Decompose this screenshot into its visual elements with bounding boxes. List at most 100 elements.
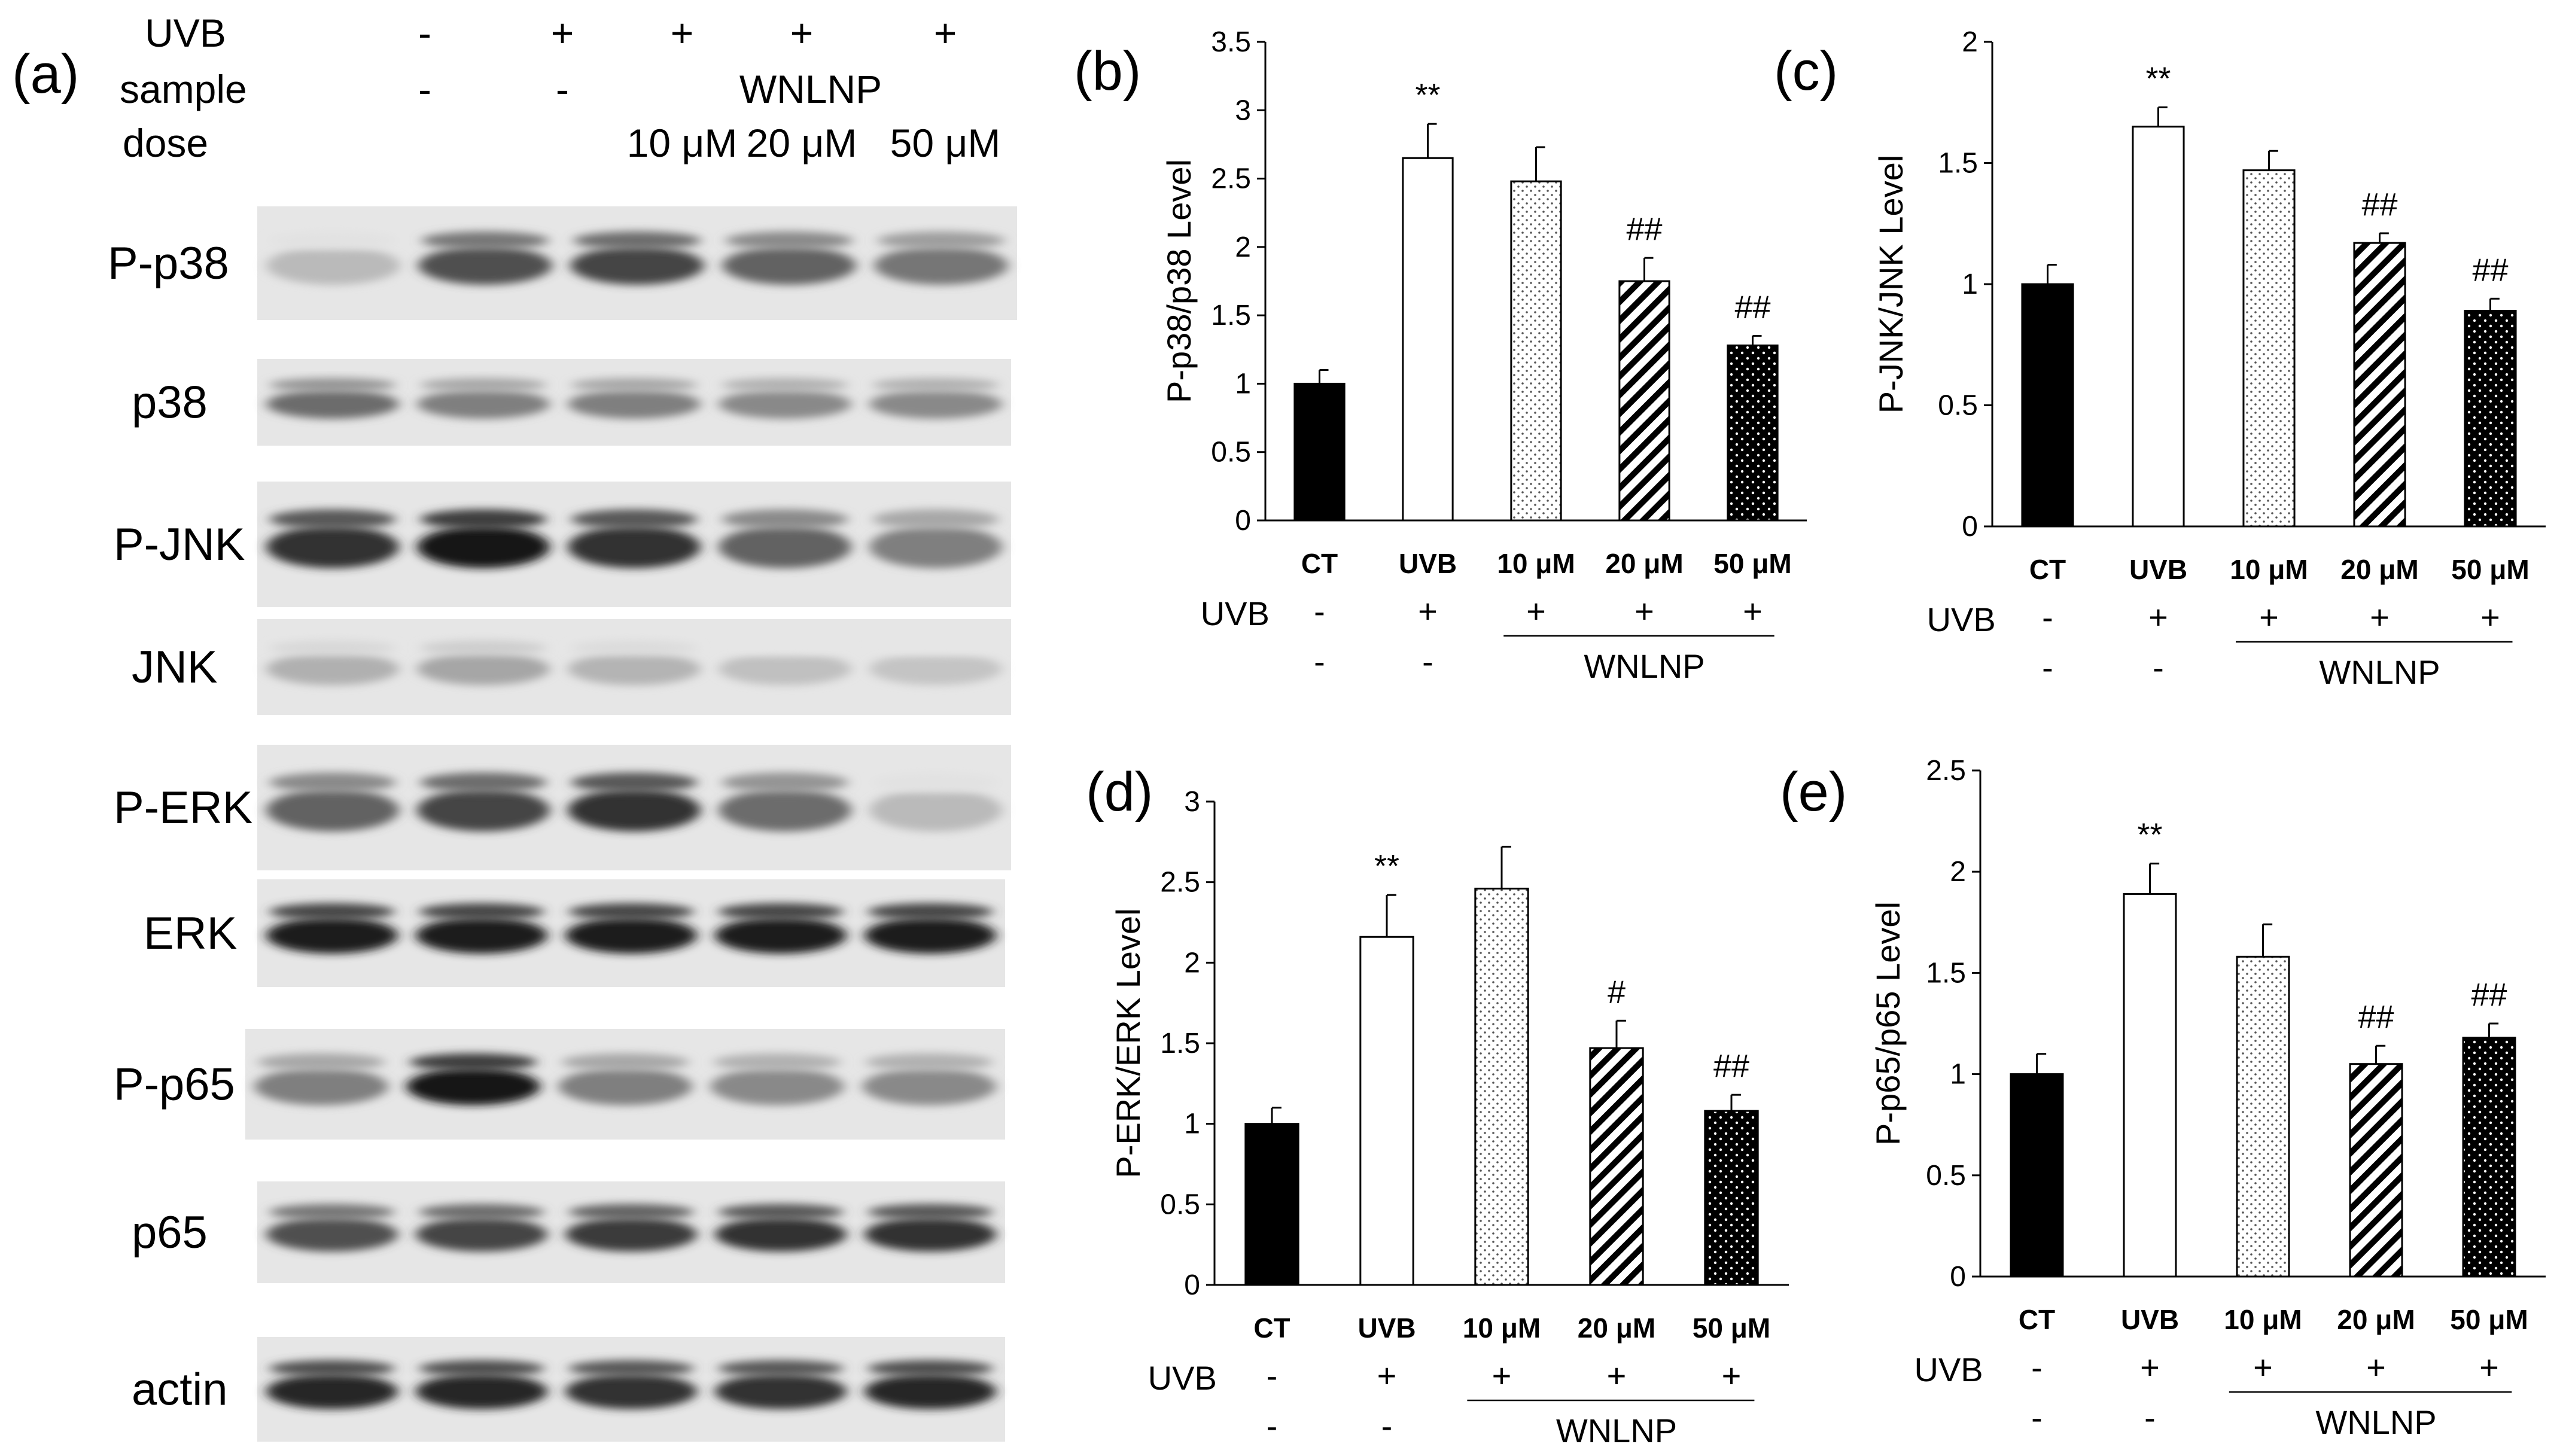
blot-band bbox=[874, 246, 1008, 285]
y-tick-label: 0 bbox=[1962, 511, 1978, 543]
x-tick-label: UVB bbox=[2129, 554, 2187, 585]
uvb-mark: + bbox=[2479, 1348, 2499, 1386]
blot-band bbox=[565, 1217, 697, 1252]
sample-group-label: WNLNP bbox=[2319, 653, 2440, 691]
blot-label: P-p38 bbox=[108, 238, 229, 289]
blot-band bbox=[266, 389, 399, 419]
chart-p-p38: (b) 0 0.5 1 1.5 2 2.5 3 3.5 P-p38/p38 Level CT ** UV… bbox=[1074, 26, 1807, 685]
sample-group-label: WNLNP bbox=[1556, 1412, 1677, 1449]
significance-mark: ** bbox=[2145, 60, 2171, 96]
significance-mark: ## bbox=[2361, 187, 2397, 223]
blot-band-secondary bbox=[872, 377, 999, 392]
y-tick-label: 2 bbox=[1950, 856, 1966, 888]
blot-band-secondary bbox=[420, 377, 547, 392]
y-tick-label: 2.5 bbox=[1211, 163, 1251, 195]
y-tick-label: 2.5 bbox=[1926, 755, 1966, 787]
blot-band-secondary bbox=[269, 231, 397, 250]
blot-label: P-p65 bbox=[114, 1059, 235, 1110]
blot-band-secondary bbox=[571, 772, 698, 793]
blot-band-secondary bbox=[420, 509, 547, 529]
y-tick-label: 0 bbox=[1950, 1261, 1966, 1293]
uvb-mark: + bbox=[551, 11, 574, 55]
uvb-mark: + bbox=[1377, 1357, 1397, 1394]
blot-band bbox=[568, 788, 701, 831]
blot-band bbox=[869, 788, 1002, 831]
x-tick-label: 10 μM bbox=[2230, 554, 2308, 585]
sample-mark: - bbox=[2144, 1399, 2156, 1436]
blot-band bbox=[406, 1067, 540, 1105]
bar bbox=[2236, 955, 2290, 1278]
bar bbox=[1727, 344, 1779, 522]
blot-band-secondary bbox=[419, 1204, 544, 1220]
chart-p-jnk: (c) 0 0.5 1 1.5 2 P-JNK/JNK Level CT ** UVB 10 μM #… bbox=[1774, 26, 2546, 691]
blot-band-secondary bbox=[868, 1360, 993, 1377]
panel-label: (d) bbox=[1086, 761, 1153, 823]
blot-band-secondary bbox=[568, 1204, 694, 1220]
y-tick-label: 2 bbox=[1184, 947, 1200, 979]
x-tick-label: 20 μM bbox=[1578, 1312, 1655, 1344]
y-tick-label: 0.5 bbox=[1160, 1189, 1200, 1220]
blot-band bbox=[266, 653, 399, 686]
blot-band-secondary bbox=[420, 772, 547, 793]
x-tick-label: 50 μM bbox=[1713, 548, 1791, 579]
blot-band bbox=[416, 1217, 547, 1252]
significance-mark: ** bbox=[1415, 77, 1440, 113]
blot-band-secondary bbox=[409, 1053, 537, 1071]
blot-label: P-ERK bbox=[114, 782, 252, 833]
row-label-uvb: UVB bbox=[145, 11, 226, 55]
uvb-mark: + bbox=[934, 11, 957, 55]
y-tick-label: 1.5 bbox=[1211, 300, 1251, 331]
panel-label-a: (a) bbox=[12, 44, 79, 105]
uvb-mark: + bbox=[1634, 592, 1654, 630]
western-blot-panel: (a) UVB - + + + + sample - - WNLNP dose 10 μM 20 μM 5… bbox=[12, 11, 1017, 1442]
blot-band-secondary bbox=[561, 1053, 689, 1071]
blot-band bbox=[417, 653, 550, 686]
blot-band bbox=[418, 246, 552, 285]
blot-band-secondary bbox=[269, 1204, 395, 1220]
blot-band-secondary bbox=[571, 640, 698, 656]
blot-band-secondary bbox=[877, 231, 1005, 250]
y-tick-label: 1.5 bbox=[1938, 148, 1978, 179]
y-axis-label: P-p65/p65 Level bbox=[1869, 901, 1907, 1146]
blot-band bbox=[254, 1067, 388, 1105]
blot-band bbox=[710, 1067, 844, 1105]
uvb-mark: + bbox=[1418, 592, 1438, 630]
blot-label: actin bbox=[132, 1364, 228, 1415]
uvb-row-label: UVB bbox=[1927, 601, 1996, 638]
bar bbox=[1359, 936, 1414, 1286]
uvb-mark: + bbox=[2259, 598, 2279, 636]
blot-band bbox=[862, 1067, 996, 1105]
y-tick-label: 0 bbox=[1184, 1269, 1200, 1301]
bar bbox=[2242, 169, 2296, 528]
blot-band-secondary bbox=[718, 903, 844, 921]
blot-band bbox=[417, 389, 550, 419]
x-tick-label: 50 μM bbox=[1693, 1312, 1770, 1344]
blot-band-secondary bbox=[722, 509, 848, 529]
blot-band-secondary bbox=[865, 1053, 993, 1071]
blot-band-secondary bbox=[573, 231, 701, 250]
blot-band-secondary bbox=[269, 1360, 395, 1377]
blot-band-secondary bbox=[722, 640, 848, 656]
blot-band-secondary bbox=[269, 640, 396, 656]
blot-band-secondary bbox=[419, 1360, 544, 1377]
dose-value: 50 μM bbox=[890, 121, 1001, 165]
y-axis-label: P-ERK/ERK Level bbox=[1109, 908, 1147, 1178]
uvb-row-label: UVB bbox=[1148, 1359, 1217, 1397]
uvb-row-label: UVB bbox=[1201, 595, 1270, 632]
sample-mark: - bbox=[2153, 648, 2164, 686]
y-axis-label: P-p38/p38 Level bbox=[1160, 159, 1198, 403]
uvb-mark: + bbox=[2480, 598, 2500, 636]
uvb-mark: + bbox=[790, 11, 814, 55]
blot-band bbox=[869, 525, 1002, 568]
blot-band-secondary bbox=[419, 903, 544, 921]
blot-band-secondary bbox=[722, 772, 848, 793]
bar bbox=[2132, 126, 2185, 528]
x-tick-label: UVB bbox=[2121, 1304, 2179, 1335]
blot-band-secondary bbox=[868, 903, 993, 921]
chart-p-erk: (d) 0 0.5 1 1.5 2 2.5 3 P-ERK/ERK Level CT ** UVB 10… bbox=[1086, 761, 1789, 1449]
blot-band-secondary bbox=[722, 377, 848, 392]
y-tick-label: 0.5 bbox=[1211, 437, 1251, 468]
blot-band-secondary bbox=[571, 509, 698, 529]
blot-band-secondary bbox=[718, 1360, 844, 1377]
blot-label: p65 bbox=[132, 1207, 208, 1258]
